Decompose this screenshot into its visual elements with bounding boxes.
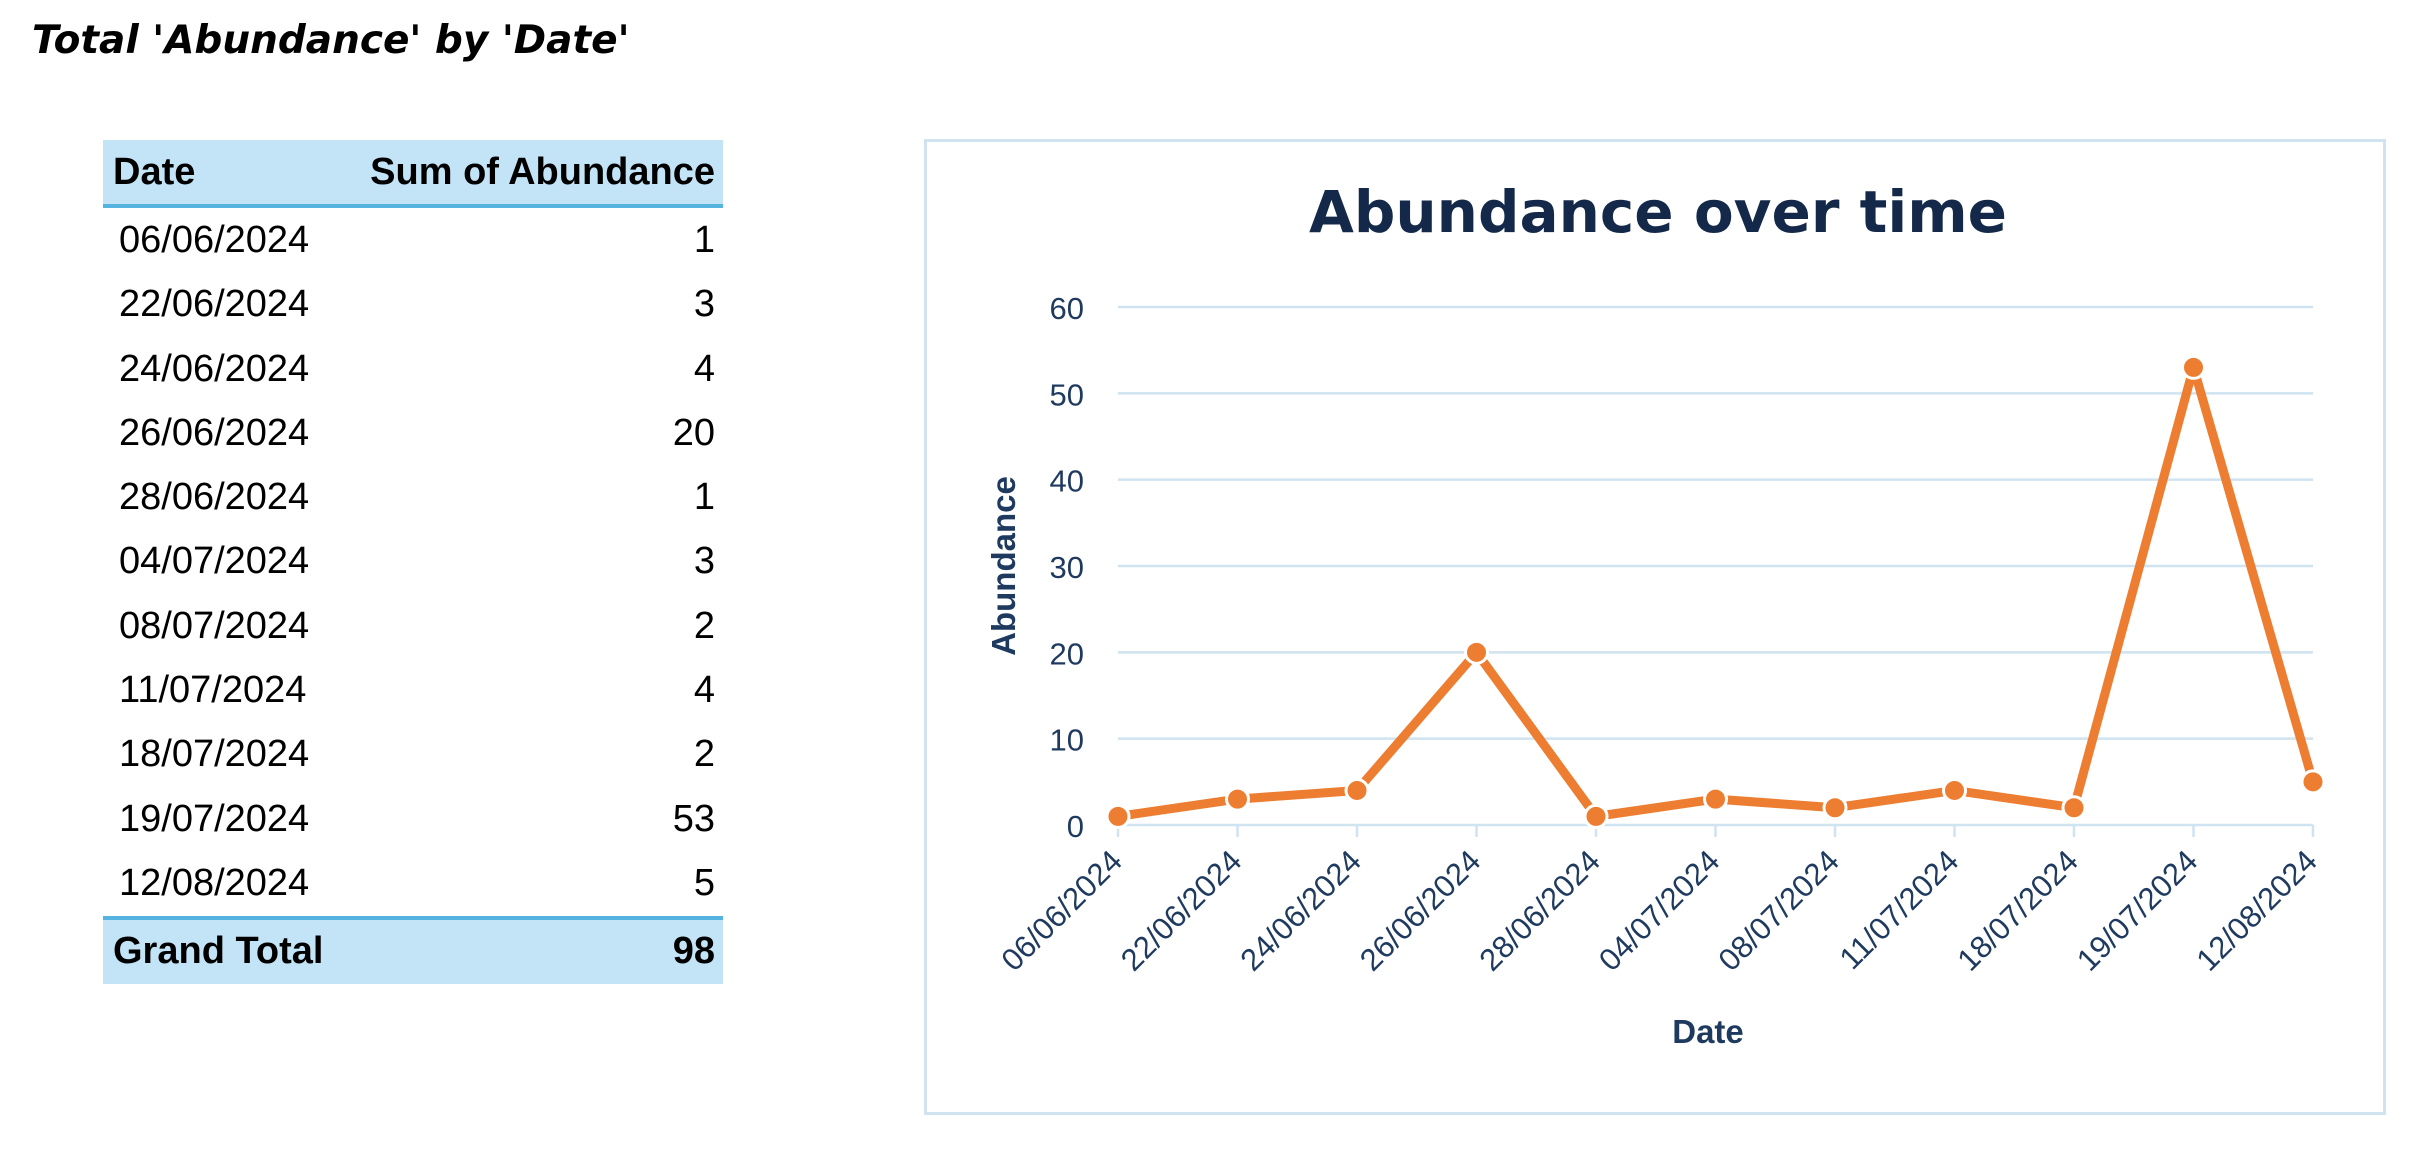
row-abundance-cell[interactable]: 3 (693, 540, 715, 583)
x-tick-label: 26/06/2024 (1353, 843, 1487, 977)
table-row: 11/07/2024 4 (103, 658, 723, 722)
data-point (1344, 777, 1370, 803)
row-abundance-cell[interactable]: 4 (693, 347, 715, 390)
data-point (1822, 795, 1848, 821)
table-row: 28/06/2024 1 (103, 465, 723, 529)
table-row: 22/06/2024 3 (103, 273, 723, 337)
chart-title: Abundance over time (1309, 178, 2007, 246)
table-row: 19/07/2024 53 (103, 787, 723, 851)
pivot-table: Date Sum of Abundance 06/06/2024 1 22/06/2… (103, 140, 723, 984)
data-point (1105, 803, 1131, 829)
row-abundance-cell[interactable]: 2 (693, 733, 715, 776)
y-tick-label: 10 (1050, 723, 1084, 758)
grand-total-row: Grand Total 98 (103, 915, 723, 984)
y-tick-label: 40 (1050, 464, 1084, 499)
table-row: 18/07/2024 2 (103, 723, 723, 787)
header-date[interactable]: Date (103, 140, 333, 209)
data-point (1583, 803, 1609, 829)
grand-total-label[interactable]: Grand Total (103, 915, 333, 984)
x-tick-label: 08/07/2024 (1711, 843, 1845, 977)
row-date-cell[interactable]: 12/08/2024 (119, 861, 310, 904)
data-point (2181, 354, 2206, 380)
y-tick-label: 30 (1050, 550, 1084, 585)
data-point (1942, 777, 1967, 803)
row-date-cell[interactable]: 22/06/2024 (119, 283, 310, 326)
row-date-cell[interactable]: 04/07/2024 (119, 540, 310, 583)
row-abundance-cell[interactable]: 1 (693, 476, 715, 519)
row-date-cell[interactable]: 19/07/2024 (119, 797, 310, 840)
data-point (1225, 786, 1250, 812)
x-tick-label: 12/08/2024 (2189, 843, 2323, 977)
row-abundance-cell[interactable]: 1 (693, 218, 715, 261)
table-row: 06/06/2024 1 (103, 206, 723, 272)
row-date-cell[interactable]: 11/07/2024 (119, 669, 307, 712)
row-abundance-cell[interactable]: 2 (693, 604, 715, 647)
y-tick-label: 0 (1067, 809, 1084, 844)
x-tick-label: 28/06/2024 (1472, 843, 1606, 977)
y-axis-title: Abundance (985, 476, 1022, 656)
y-tick-label: 60 (1050, 291, 1084, 326)
x-tick-label: 19/07/2024 (2070, 843, 2204, 977)
x-tick-label: 06/06/2024 (994, 843, 1128, 977)
x-axis-title: Date (1672, 1013, 1744, 1050)
x-tick-label: 11/07/2024 (1833, 843, 1966, 976)
row-date-cell[interactable]: 26/06/2024 (119, 411, 310, 454)
row-date-cell[interactable]: 24/06/2024 (119, 347, 310, 390)
row-abundance-cell[interactable]: 5 (693, 861, 715, 904)
chart-area[interactable]: Abundance over time 0 10 20 30 40 50 60 06/06/20… (924, 139, 2386, 1115)
row-date-cell[interactable]: 28/06/2024 (119, 476, 310, 519)
y-tick-label: 20 (1050, 636, 1084, 671)
row-abundance-cell[interactable]: 20 (672, 411, 715, 454)
abundance-line-chart: Abundance over time 0 10 20 30 40 50 60 06/06/20… (985, 178, 2326, 1050)
x-tick-label: 04/07/2024 (1592, 843, 1726, 977)
x-tick-label: 22/06/2024 (1114, 843, 1248, 977)
sheet-title: Total 'Abundance' by 'Date' (32, 18, 630, 63)
pivot-header-row: Date Sum of Abundance (103, 140, 723, 209)
x-tick-label: 18/07/2024 (1950, 843, 2084, 977)
header-sum-of-abundance[interactable]: Sum of Abundance (333, 140, 723, 209)
data-point (1464, 639, 1489, 665)
y-tick-label: 50 (1050, 377, 1084, 412)
data-point (2300, 769, 2326, 795)
row-abundance-cell[interactable]: 4 (693, 669, 715, 712)
row-abundance-cell[interactable]: 3 (693, 283, 715, 326)
row-date-cell[interactable]: 18/07/2024 (119, 733, 310, 776)
row-date-cell[interactable]: 06/06/2024 (119, 218, 310, 261)
table-row: 04/07/2024 3 (103, 530, 723, 594)
table-row: 26/06/2024 20 (103, 401, 723, 465)
table-row: 12/08/2024 5 (103, 851, 723, 917)
row-abundance-cell[interactable]: 53 (672, 797, 715, 840)
table-row: 08/07/2024 2 (103, 594, 723, 658)
table-row: 24/06/2024 4 (103, 337, 723, 401)
series-line (1113, 362, 2318, 821)
data-point (2061, 795, 2087, 821)
x-tick-label: 24/06/2024 (1233, 843, 1367, 977)
grand-total-value[interactable]: 98 (333, 915, 723, 984)
data-point (1703, 786, 1728, 812)
row-date-cell[interactable]: 08/07/2024 (119, 604, 310, 647)
